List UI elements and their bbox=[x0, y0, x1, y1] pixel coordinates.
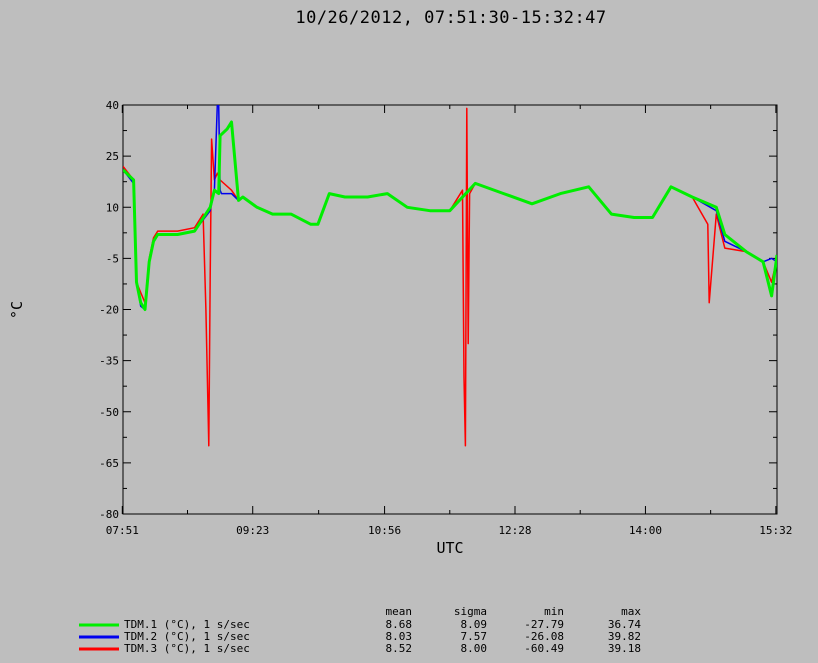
stat-value: 8.00 bbox=[461, 642, 488, 655]
legend-entry-1: TDM.1 (°C), 1 s/sec bbox=[124, 618, 250, 631]
x-tick-label: 10:56 bbox=[368, 524, 401, 537]
stats-header-sigma: sigma bbox=[454, 605, 487, 618]
y-tick-label: -65 bbox=[99, 457, 119, 470]
stat-value: -60.49 bbox=[524, 642, 564, 655]
y-tick-label: 10 bbox=[106, 201, 119, 214]
stat-value: 8.03 bbox=[386, 630, 413, 643]
stat-value: 8.68 bbox=[386, 618, 413, 631]
legend-entry-2: TDM.2 (°C), 1 s/sec bbox=[124, 630, 250, 643]
stat-value: 8.09 bbox=[461, 618, 488, 631]
series-line-1 bbox=[123, 120, 777, 311]
x-tick-label: 12:28 bbox=[498, 524, 531, 537]
chart-title: 10/26/2012, 07:51:30-15:32:47 bbox=[295, 8, 607, 28]
y-tick-label: -35 bbox=[99, 355, 119, 368]
stat-value: -26.08 bbox=[524, 630, 564, 643]
series-line-3 bbox=[123, 107, 777, 447]
stat-value: 7.57 bbox=[461, 630, 488, 643]
y-axis-title: °C bbox=[8, 301, 26, 319]
y-tick-label: 40 bbox=[106, 99, 119, 112]
stat-value: -27.79 bbox=[524, 618, 564, 631]
stat-value: 36.74 bbox=[608, 618, 641, 631]
legend-entry-3: TDM.3 (°C), 1 s/sec bbox=[124, 642, 250, 655]
x-axis-title: UTC bbox=[436, 539, 463, 557]
stat-value: 8.52 bbox=[386, 642, 413, 655]
x-tick-label: 07:51 bbox=[106, 524, 139, 537]
ticks-layer: 40 25 10 -5 -20 -35 -50 -65 -80 07:51 09:23 10:56 12… bbox=[99, 99, 792, 537]
y-tick-label: 25 bbox=[106, 150, 119, 163]
x-tick-label: 14:00 bbox=[629, 524, 662, 537]
x-tick-label: 09:23 bbox=[236, 524, 269, 537]
y-tick-label: -80 bbox=[99, 508, 119, 521]
plot-frame bbox=[122, 104, 778, 515]
series-layer bbox=[123, 105, 777, 447]
stat-value: 39.18 bbox=[608, 642, 641, 655]
stat-value: 39.82 bbox=[608, 630, 641, 643]
y-tick-label: -20 bbox=[99, 304, 119, 317]
stats-header-min: min bbox=[544, 605, 564, 618]
y-tick-label: -50 bbox=[99, 406, 119, 419]
y-tick-label: -5 bbox=[106, 252, 119, 265]
stats-header-mean: mean bbox=[386, 605, 413, 618]
x-tick-label: 15:32 bbox=[759, 524, 792, 537]
stats-header-max: max bbox=[621, 605, 641, 618]
